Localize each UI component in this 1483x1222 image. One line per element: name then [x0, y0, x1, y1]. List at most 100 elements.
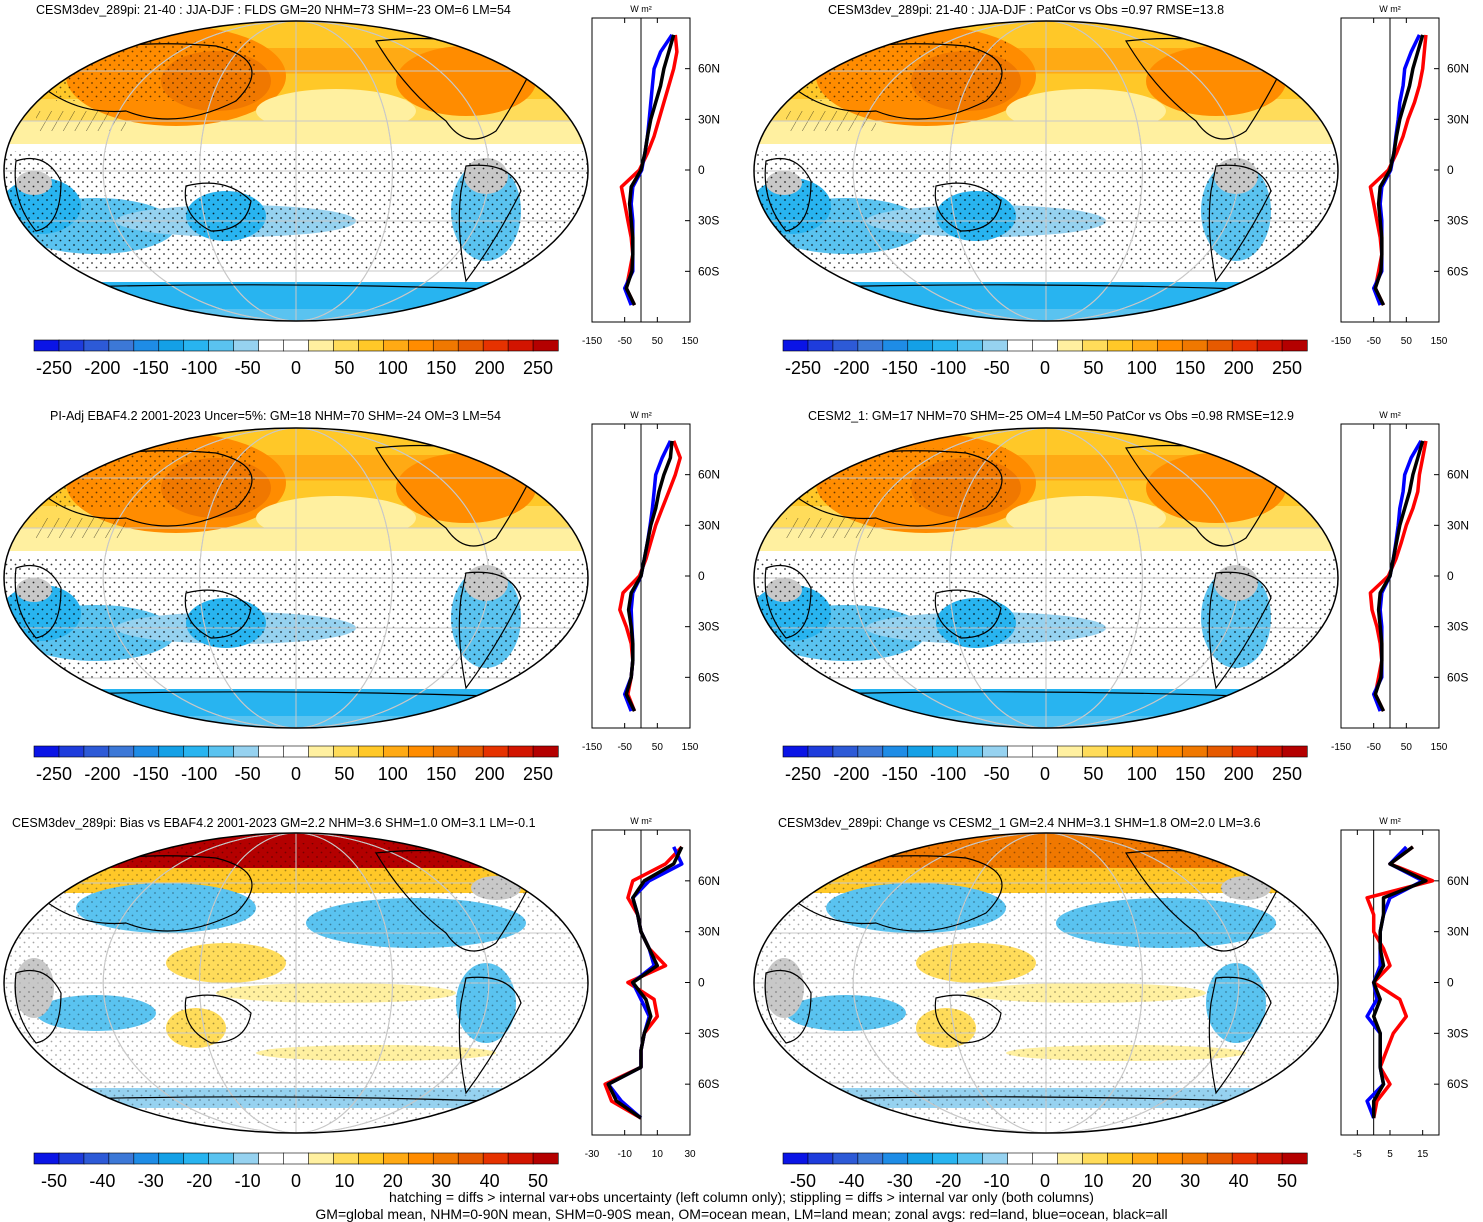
series-all	[626, 441, 672, 711]
series-all	[1375, 441, 1422, 711]
unit-label: W m²	[630, 4, 652, 14]
colorbar-label: -150	[133, 764, 169, 784]
colorbar-bin	[358, 340, 383, 351]
xtick-label: 50	[1401, 336, 1413, 347]
colorbar-label: 30	[1180, 1171, 1200, 1191]
colorbar-bin	[783, 340, 808, 351]
colorbar-bin	[1057, 1153, 1082, 1164]
colorbar-label: -100	[930, 764, 966, 784]
colorbar-label: -50	[41, 1171, 67, 1191]
colorbar-label: -30	[138, 1171, 164, 1191]
ytick-label: 0	[698, 569, 705, 583]
series-all	[626, 35, 673, 305]
ytick-label: 60N	[698, 62, 720, 76]
colorbar-label: -40	[89, 1171, 115, 1191]
colorbar-bin	[234, 1153, 259, 1164]
colorbar-bin	[308, 340, 333, 351]
colorbar-bin	[84, 1153, 109, 1164]
colorbar-bin	[933, 340, 958, 351]
ytick-label: 60S	[698, 670, 719, 684]
ytick-label: 30N	[698, 925, 720, 939]
colorbar-label: -10	[235, 1171, 261, 1191]
ytick-label: 30S	[698, 214, 719, 228]
xtick-label: 150	[682, 742, 699, 753]
colorbar-bin	[1057, 340, 1082, 351]
colorbar-bin	[533, 340, 558, 351]
colorbar-bin	[533, 1153, 558, 1164]
ytick-label: 60S	[698, 1077, 719, 1091]
colorbar-label: 40	[1229, 1171, 1249, 1191]
colorbar-bin	[1082, 746, 1107, 757]
ytick-label: 30N	[1447, 925, 1469, 939]
xtick-label: 50	[652, 336, 664, 347]
colorbar-bin	[458, 1153, 483, 1164]
colorbar-bin	[358, 746, 383, 757]
colorbar-bin	[1008, 340, 1033, 351]
colorbar-bin	[1207, 746, 1232, 757]
colorbar-bin	[808, 746, 833, 757]
colorbar-label: -250	[36, 764, 72, 784]
colorbar-label: -50	[790, 1171, 816, 1191]
colorbar-label: -250	[785, 358, 821, 378]
unit-label: W m²	[630, 816, 652, 826]
colorbar-label: 0	[291, 1171, 301, 1191]
colorbar-bin	[333, 746, 358, 757]
xtick-label: -50	[1366, 336, 1381, 347]
xtick-label: 150	[682, 336, 699, 347]
colorbar-bin	[883, 746, 908, 757]
colorbar-bin	[84, 340, 109, 351]
colorbar-bin	[983, 340, 1008, 351]
colorbar-label: -20	[935, 1171, 961, 1191]
colorbar-bin	[883, 340, 908, 351]
colorbar-bin	[433, 340, 458, 351]
colorbar-label: -50	[235, 764, 261, 784]
unit-label: W m²	[1379, 816, 1401, 826]
colorbar-bin	[958, 746, 983, 757]
colorbar-bin	[259, 746, 284, 757]
colorbar-bin	[308, 1153, 333, 1164]
colorbar-label: -100	[181, 358, 217, 378]
ytick-label: 30N	[1447, 112, 1469, 126]
ytick-label: 0	[698, 976, 705, 990]
colorbar-bin	[1107, 340, 1132, 351]
map-cesm3dev-patcor	[751, 21, 1338, 321]
xtick-label: -50	[617, 336, 632, 347]
map-cesm2	[751, 428, 1338, 728]
colorbar-bin	[483, 340, 508, 351]
colorbar-label: 0	[1040, 358, 1050, 378]
colorbar-label: 0	[1040, 764, 1050, 784]
colorbar-label: -40	[838, 1171, 864, 1191]
ytick-label: 30S	[1447, 1026, 1468, 1040]
colorbar-bin	[508, 746, 533, 757]
colorbar-bin	[284, 340, 309, 351]
colorbar-label: 250	[1272, 358, 1302, 378]
colorbar-bin	[858, 746, 883, 757]
colorbar-bin	[1082, 340, 1107, 351]
colorbar-bin	[159, 746, 184, 757]
colorbar-bin	[383, 1153, 408, 1164]
colorbar-bin	[1157, 340, 1182, 351]
colorbar-bin	[1257, 340, 1282, 351]
colorbar-bin	[858, 1153, 883, 1164]
colorbar-label: 50	[528, 1171, 548, 1191]
colorbar-label: 50	[334, 764, 354, 784]
colorbar-label: 150	[426, 358, 456, 378]
ytick-label: 0	[698, 163, 705, 177]
colorbar-bin	[383, 340, 408, 351]
colorbar-bin	[184, 340, 209, 351]
colorbar-bin	[933, 746, 958, 757]
colorbar-bin	[483, 1153, 508, 1164]
colorbar-label: 50	[1083, 358, 1103, 378]
xtick-label: 150	[1431, 336, 1448, 347]
colorbar-bin	[833, 746, 858, 757]
colorbar-bin	[1157, 1153, 1182, 1164]
map-bias	[4, 833, 588, 1133]
colorbar-label: 100	[378, 358, 408, 378]
xtick-label: 150	[1431, 742, 1448, 753]
colorbar-label: -150	[882, 358, 918, 378]
colorbar-bin	[508, 340, 533, 351]
